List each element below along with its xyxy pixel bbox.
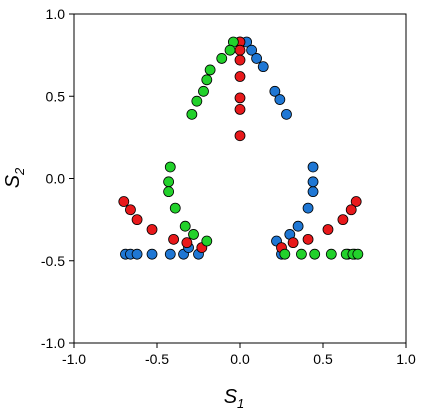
data-point [325,248,337,260]
data-point [201,235,213,247]
data-point [118,196,130,207]
data-point [198,85,209,97]
data-point [345,204,357,216]
x-tick-label: -0.5 [145,351,169,367]
data-point [201,74,213,86]
data-point [164,161,176,173]
data-point [302,233,314,245]
x-axis-label-subscript: 1 [237,396,244,411]
data-point [302,202,314,214]
data-point [131,248,143,260]
data-point [246,44,258,56]
data-point [307,176,319,188]
data-point [350,196,362,207]
data-point [352,248,364,260]
data-point [191,95,203,107]
data-point [181,237,193,249]
x-axis-ticks: -1.0 -0.5 0.0 0.5 1.0 [62,343,416,367]
data-point [322,224,334,235]
data-point [163,176,175,188]
x-tick-label: -1.0 [62,351,86,367]
data-point [251,53,263,64]
data-point [216,53,228,64]
data-point [188,229,199,240]
data-point [224,44,236,56]
y-axis-label-base: S [2,174,24,188]
y-axis-label: S2 [2,167,27,188]
y-tick-label: 1.0 [46,6,66,22]
data-point [234,71,246,82]
data-point [234,104,246,115]
x-tick-label: 0.5 [313,351,333,367]
data-point [287,237,299,249]
y-axis-label-subscript: 2 [12,167,27,176]
data-point [179,220,191,232]
data-point [337,214,349,226]
data-points [118,36,364,260]
data-point [186,108,198,120]
data-point [146,224,158,235]
data-point [164,248,176,260]
y-tick-label: -0.5 [41,253,65,269]
data-point [281,108,292,120]
data-point [169,202,181,214]
data-point [168,233,180,245]
x-tick-label: 0.0 [230,351,250,367]
data-point [307,161,319,173]
data-point [125,204,136,216]
y-tick-label: 0.5 [46,88,66,104]
x-axis-label: S1 [224,386,245,411]
data-point [296,248,307,260]
y-axis-ticks: -1.0 -0.5 0.0 0.5 1.0 [41,6,74,351]
x-axis-label-base: S [224,386,238,408]
data-point [257,61,269,73]
x-tick-label: 1.0 [396,351,416,367]
data-point [279,248,291,260]
y-tick-label: -1.0 [41,335,65,351]
data-point [269,85,281,97]
data-point [234,54,246,66]
data-point [292,220,304,232]
data-point [274,94,286,105]
data-point [163,186,175,198]
data-point [234,44,246,56]
data-point [234,130,246,142]
data-point [307,186,319,198]
data-point [204,64,216,76]
data-point [146,248,158,260]
data-point [309,248,321,260]
y-tick-label: 0.0 [46,171,66,187]
data-point [131,214,143,226]
data-point [234,92,246,104]
